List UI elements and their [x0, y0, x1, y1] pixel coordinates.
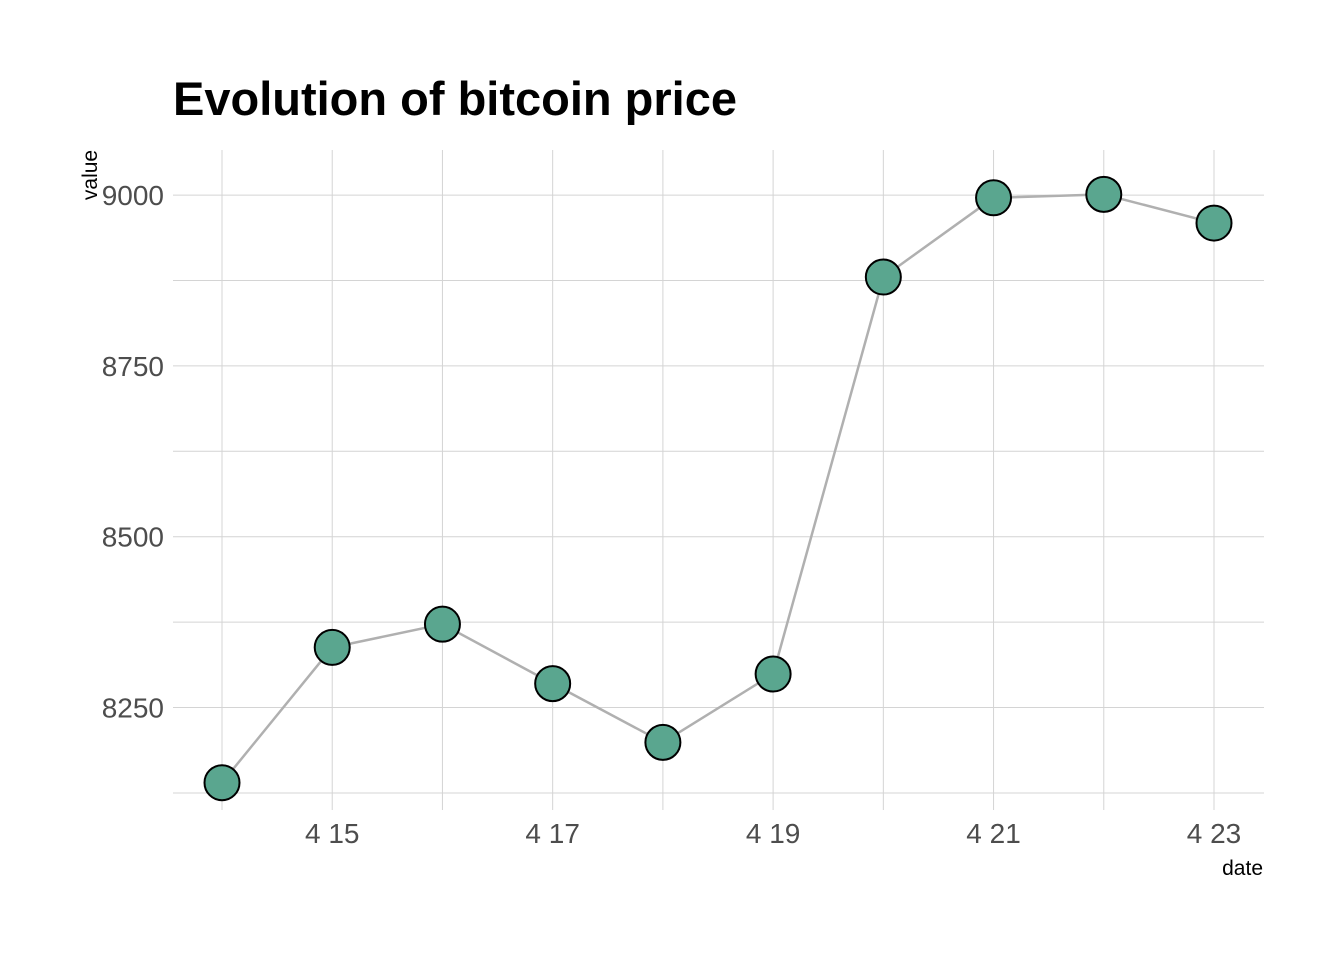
y-tick-label: 8750	[102, 351, 164, 382]
x-axis-ticks: 4 15 4 17 4 19 4 21 4 23	[305, 818, 1241, 849]
data-point	[203, 764, 241, 802]
x-tick-label: 4 15	[305, 818, 360, 849]
y-tick-label: 8500	[102, 522, 164, 553]
y-tick-label: 9000	[102, 180, 164, 211]
data-point	[644, 723, 682, 761]
x-axis-title: date	[1222, 857, 1263, 880]
x-tick-label: 4 21	[966, 818, 1021, 849]
data-point	[534, 665, 572, 703]
y-tick-label: 8250	[102, 693, 164, 724]
data-point	[1085, 175, 1123, 213]
x-tick-label: 4 23	[1187, 818, 1242, 849]
chart-title: Evolution of bitcoin price	[173, 72, 737, 125]
series-line	[221, 193, 1215, 784]
data-point	[754, 655, 792, 693]
data-point	[864, 258, 902, 296]
data-point	[423, 605, 461, 643]
data-points	[203, 175, 1233, 802]
x-tick-label: 4 17	[525, 818, 580, 849]
y-axis-title: value	[79, 150, 102, 200]
data-point	[1195, 204, 1233, 242]
x-tick-label: 4 19	[746, 818, 801, 849]
grid	[173, 150, 1264, 810]
y-axis-ticks: 8250 8500 8750 9000	[102, 180, 164, 723]
data-point	[975, 179, 1013, 217]
data-point	[313, 628, 351, 666]
